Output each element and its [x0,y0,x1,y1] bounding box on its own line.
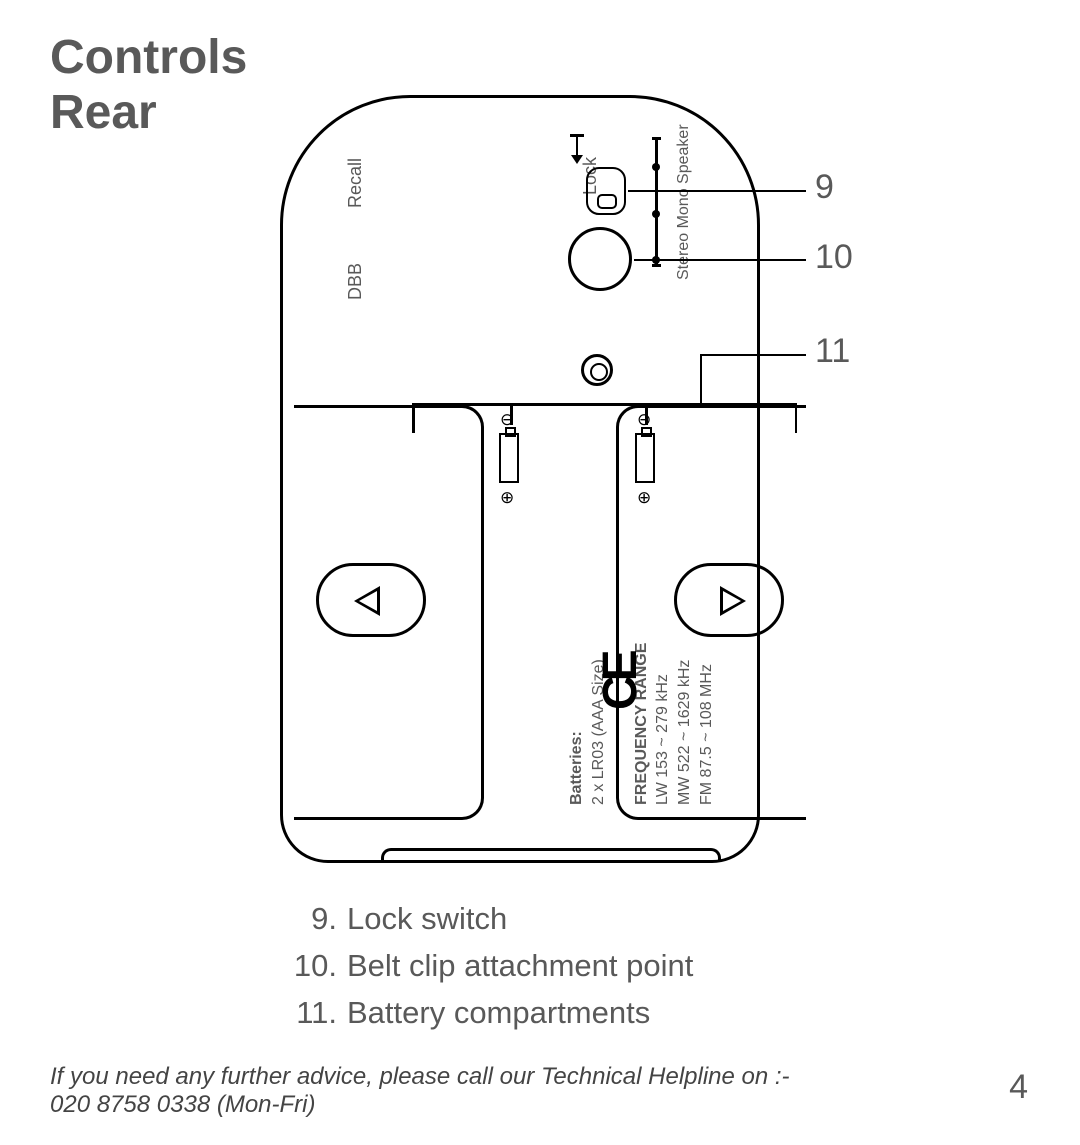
device-foot [381,848,721,862]
leader-9 [628,190,806,192]
direction-pill-left [316,563,426,637]
slider-dot-2 [652,210,660,218]
label-recall: Recall [345,158,366,208]
leader-11h [700,354,806,356]
legend-item-10: 10. Belt clip attachment point [283,942,693,989]
info-mw: MW 522 ~ 1629 kHz [676,660,693,805]
polarity-minus-icon: ⊖ [637,410,651,430]
lock-arrow-icon [576,137,578,157]
info-fm: FM 87.5 ~ 108 MHz [698,664,715,805]
battery-contact-left [499,433,519,483]
device-rear-diagram: DBB Recall Lock Stereo Mono Speaker ⊖ ⊕ … [250,70,850,875]
legend-item-9: 9. Lock switch [283,895,693,942]
screw-icon [581,354,613,386]
slider-end-top [652,137,661,140]
polarity-plus-icon: ⊕ [637,488,651,508]
callout-9: 9 [815,168,834,207]
legend-text: Lock switch [347,901,507,936]
footer-helpline: If you need any further advice, please c… [50,1063,1030,1119]
battery-compartment-left [294,405,484,820]
legend-list: 9. Lock switch 10. Belt clip attachment po… [283,895,693,1036]
legend-num: 10. [283,942,337,989]
lock-switch [586,167,626,215]
ce-mark-icon: CE [593,655,648,710]
leader-11v [700,354,702,403]
mode-slider-track [655,138,658,266]
slider-end-bottom [652,264,661,267]
legend-item-11: 11. Battery compartments [283,989,693,1036]
label-slider-modes: Stereo Mono Speaker [675,124,693,280]
legend-num: 9. [283,895,337,942]
page-number: 4 [1009,1068,1028,1107]
footer-line2: 020 8758 0338 (Mon-Fri) [50,1091,315,1118]
legend-text: Battery compartments [347,995,650,1030]
slider-dot-1 [652,163,660,171]
callout-10: 10 [815,238,853,277]
triangle-right-icon [720,586,746,616]
callout-11: 11 [815,332,850,371]
battery-contact-right [635,433,655,483]
footer-line1: If you need any further advice, please c… [50,1063,790,1090]
leader-10 [634,259,806,261]
info-batteries-heading: Batteries: [568,731,585,805]
legend-text: Belt clip attachment point [347,948,693,983]
belt-clip-point [568,227,632,291]
polarity-minus-icon: ⊖ [500,410,514,430]
label-dbb: DBB [345,263,366,300]
legend-num: 11. [283,989,337,1036]
info-lw: LW 153 ~ 279 kHz [654,674,671,805]
triangle-left-icon [354,586,380,616]
polarity-plus-icon: ⊕ [500,488,514,508]
